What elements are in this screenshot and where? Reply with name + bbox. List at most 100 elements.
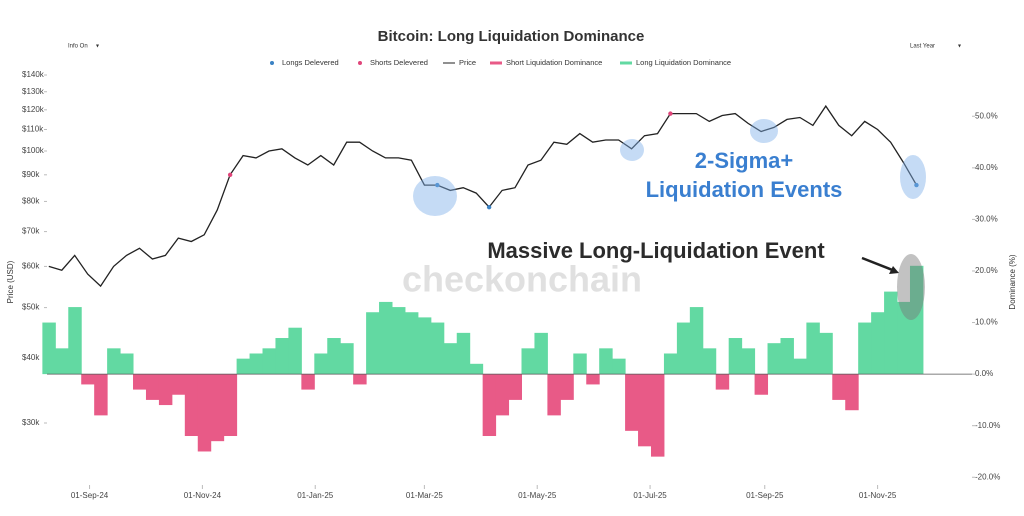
y2-tick-label: 10.0%: [975, 318, 998, 327]
overlay: 2-Sigma+ Liquidation Events Massive Long…: [402, 119, 926, 320]
dominance-bar: [275, 338, 289, 375]
delever-point: [435, 182, 440, 188]
dominance-bar: [793, 358, 807, 375]
dominance-bar: [625, 374, 639, 431]
dominance-bar: [612, 358, 626, 375]
y2-axis-label: Dominance (%): [1008, 254, 1017, 309]
dominance-bar: [68, 307, 82, 375]
dominance-bar: [417, 317, 432, 375]
dominance-bar: [430, 322, 445, 375]
dominance-bar: [145, 374, 160, 400]
dominance-bar: [158, 374, 173, 406]
dominance-bar: [560, 374, 574, 400]
price-line: [48, 104, 918, 288]
dominance-bar: [353, 374, 367, 385]
y2-tick-label: 30.0%: [975, 215, 998, 224]
watermark: checkonchain: [402, 259, 642, 300]
dominance-bar: [909, 265, 924, 375]
dominance-bar: [806, 322, 820, 375]
dominance-bar: [780, 338, 794, 375]
dominance-bar: [366, 312, 380, 375]
y-tick-label: $140k: [22, 70, 45, 79]
dominance-bar: [741, 348, 756, 375]
x-tick-label: 01-Sep-25: [746, 491, 784, 500]
highlight-circle: [413, 176, 457, 216]
highlight-circle: [620, 139, 644, 161]
dominance-bar: [288, 327, 302, 375]
dominance-bar: [184, 374, 199, 437]
dominance-bar: [663, 353, 678, 375]
y-tick-label: $40k: [22, 353, 40, 362]
dominance-bar: [314, 353, 328, 375]
dominance-bar: [327, 338, 341, 375]
dominance-bar: [495, 374, 510, 416]
y2-tick-label: -20.0%: [975, 472, 1000, 481]
y-tick-label: $120k: [22, 105, 45, 114]
dominance-bar: [599, 348, 613, 375]
chart-title: Bitcoin: Long Liquidation Dominance: [378, 28, 645, 45]
legend-label: Long Liquidation Dominance: [636, 58, 731, 67]
legend-label: Longs Delevered: [282, 58, 339, 67]
dominance-bar: [845, 374, 859, 411]
dominance-bar: [94, 374, 108, 416]
dropdown-arrow: ▾: [958, 44, 961, 50]
dominance-bar: [508, 374, 522, 400]
dominance-bar: [728, 338, 743, 375]
range-select[interactable]: Last Year: [910, 44, 935, 50]
annotation: Liquidation Events: [646, 177, 843, 202]
dominance-bar: [340, 343, 354, 375]
x-tick-label: 01-Jan-25: [297, 491, 334, 500]
dominance-bar: [456, 332, 471, 375]
dominance-bar: [223, 374, 238, 437]
y2-tick-label: 50.0%: [975, 111, 998, 120]
dominance-bar: [210, 374, 225, 442]
dominance-bar: [521, 348, 535, 375]
highlight-circle: [900, 155, 926, 199]
dominance-bar: [534, 332, 548, 375]
delever-point: [668, 111, 673, 116]
dominance-bar: [754, 374, 769, 395]
dominance-bar: [133, 374, 147, 390]
delever-point: [914, 182, 919, 188]
y-tick-label: $80k: [22, 197, 40, 206]
dominance-bar: [586, 374, 600, 385]
legend-marker: [270, 61, 274, 65]
arrow-head: [889, 266, 899, 274]
x-tick-label: 01-Nov-25: [859, 491, 897, 500]
y2-tick-label: 20.0%: [975, 266, 998, 275]
x-tick-label: 01-Nov-24: [184, 491, 222, 500]
highlight-circle: [750, 119, 778, 143]
dominance-bar: [107, 348, 121, 375]
y-tick-label: $70k: [22, 227, 40, 236]
y-tick-label: $100k: [22, 146, 45, 155]
dominance-bar: [469, 363, 484, 375]
dominance-bar: [392, 307, 406, 375]
dominance-bar: [55, 348, 69, 375]
dominance-bar: [638, 374, 652, 447]
delever-point: [227, 172, 233, 178]
y2-tick-label: -10.0%: [975, 421, 1000, 430]
y-axis-label: Price (USD): [6, 260, 15, 303]
dominance-bar: [236, 358, 251, 375]
info-toggle[interactable]: Info On: [68, 44, 88, 50]
dominance-bar: [120, 353, 134, 375]
y-tick-label: $50k: [22, 303, 40, 312]
dominance-bar: [547, 374, 561, 416]
dominance-bar: [871, 312, 885, 375]
dominance-bar: [819, 332, 833, 375]
x-tick-label: 01-Jul-25: [633, 491, 667, 500]
highlight-circle: [897, 254, 925, 320]
dominance-bar: [42, 322, 56, 375]
dominance-bar: [301, 374, 315, 390]
dominance-bar: [897, 301, 911, 375]
legend-label: Shorts Delevered: [370, 58, 428, 67]
legend-label: Short Liquidation Dominance: [506, 58, 602, 67]
x-tick-label: 01-Sep-24: [71, 491, 109, 500]
dominance-bar: [573, 353, 587, 375]
dominance-bar: [650, 374, 665, 457]
x-tick-label: 01-Mar-25: [406, 491, 443, 500]
dominance-bar: [262, 348, 276, 375]
